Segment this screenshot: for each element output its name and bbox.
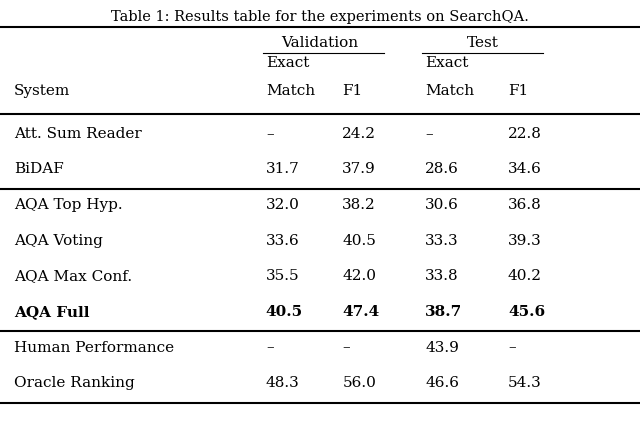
Text: AQA Full: AQA Full	[14, 305, 90, 319]
Text: Exact: Exact	[266, 55, 309, 69]
Text: 42.0: 42.0	[342, 269, 376, 283]
Text: 37.9: 37.9	[342, 163, 376, 177]
Text: 48.3: 48.3	[266, 376, 300, 390]
Text: –: –	[266, 340, 273, 354]
Text: AQA Voting: AQA Voting	[14, 234, 103, 248]
Text: 30.6: 30.6	[425, 198, 459, 212]
Text: Validation: Validation	[282, 36, 358, 50]
Text: 40.2: 40.2	[508, 269, 542, 283]
Text: 39.3: 39.3	[508, 234, 541, 248]
Text: 54.3: 54.3	[508, 376, 541, 390]
Text: Table 1: Results table for the experiments on SearchQA.: Table 1: Results table for the experimen…	[111, 10, 529, 24]
Text: Match: Match	[425, 84, 474, 98]
Text: 56.0: 56.0	[342, 376, 376, 390]
Text: Oracle Ranking: Oracle Ranking	[14, 376, 135, 390]
Text: 33.3: 33.3	[425, 234, 459, 248]
Text: F1: F1	[508, 84, 528, 98]
Text: 38.7: 38.7	[425, 305, 462, 319]
Text: F1: F1	[342, 84, 362, 98]
Text: 31.7: 31.7	[266, 163, 300, 177]
Text: 36.8: 36.8	[508, 198, 541, 212]
Text: 38.2: 38.2	[342, 198, 376, 212]
Text: Test: Test	[467, 36, 499, 50]
Text: 33.6: 33.6	[266, 234, 300, 248]
Text: 40.5: 40.5	[266, 305, 303, 319]
Text: 47.4: 47.4	[342, 305, 380, 319]
Text: 35.5: 35.5	[266, 269, 300, 283]
Text: AQA Max Conf.: AQA Max Conf.	[14, 269, 132, 283]
Text: AQA Top Hyp.: AQA Top Hyp.	[14, 198, 123, 212]
Text: 45.6: 45.6	[508, 305, 545, 319]
Text: 24.2: 24.2	[342, 127, 376, 141]
Text: 46.6: 46.6	[425, 376, 459, 390]
Text: BiDAF: BiDAF	[14, 163, 64, 177]
Text: 40.5: 40.5	[342, 234, 376, 248]
Text: 32.0: 32.0	[266, 198, 300, 212]
Text: Human Performance: Human Performance	[14, 340, 174, 354]
Text: –: –	[342, 340, 350, 354]
Text: 43.9: 43.9	[425, 340, 459, 354]
Text: Match: Match	[266, 84, 315, 98]
Text: Exact: Exact	[425, 55, 468, 69]
Text: 28.6: 28.6	[425, 163, 459, 177]
Text: –: –	[266, 127, 273, 141]
Text: Att. Sum Reader: Att. Sum Reader	[14, 127, 142, 141]
Text: –: –	[508, 340, 516, 354]
Text: 33.8: 33.8	[425, 269, 459, 283]
Text: System: System	[14, 84, 70, 98]
Text: –: –	[425, 127, 433, 141]
Text: 34.6: 34.6	[508, 163, 542, 177]
Text: 22.8: 22.8	[508, 127, 542, 141]
